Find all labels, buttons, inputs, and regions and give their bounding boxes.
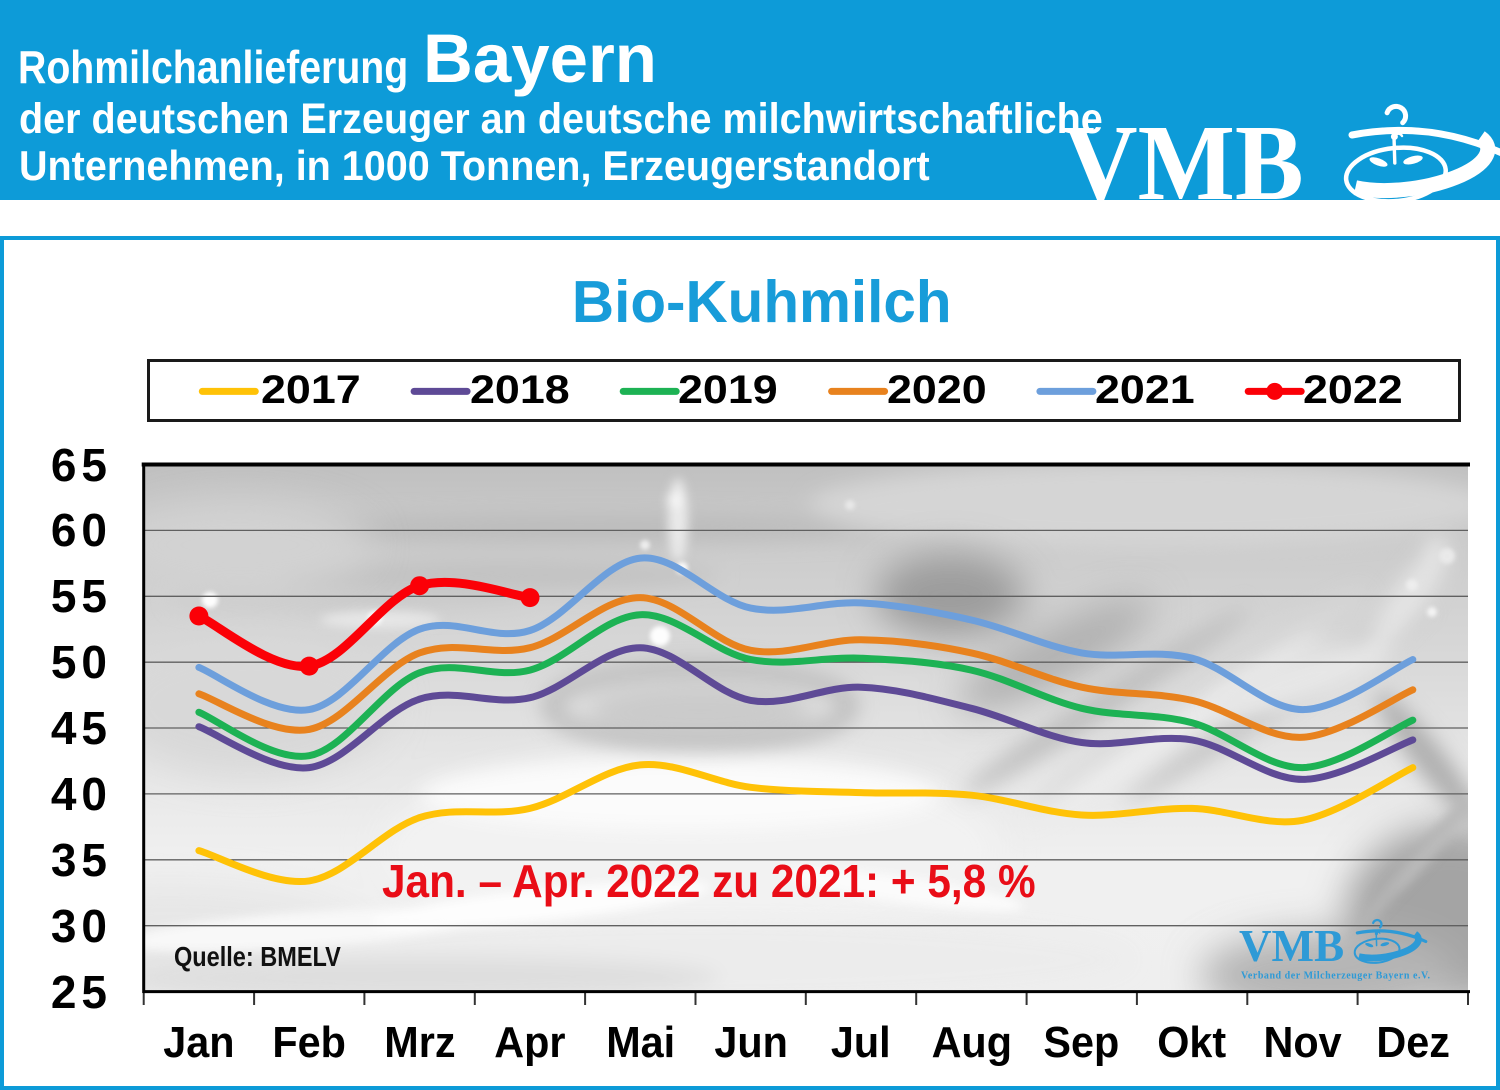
svg-text:VMB: VMB xyxy=(1239,920,1344,972)
svg-text:VMB: VMB xyxy=(1063,103,1304,223)
svg-text:Verband der Milcherzeuger Baye: Verband der Milcherzeuger Bayern e.V. xyxy=(1241,971,1431,982)
